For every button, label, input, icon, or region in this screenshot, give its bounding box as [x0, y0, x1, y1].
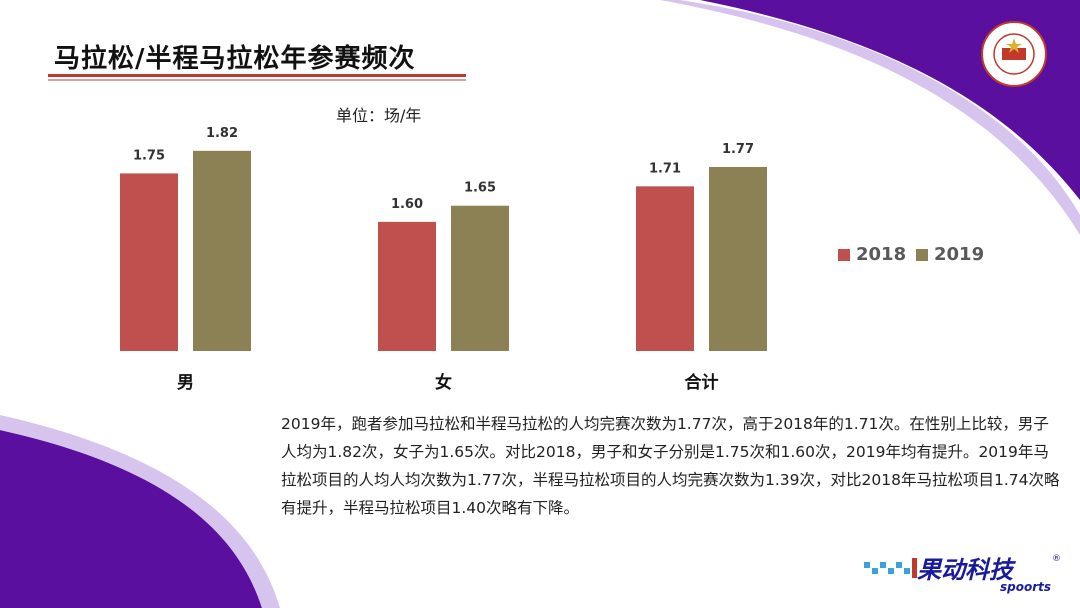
brand-logo	[864, 558, 917, 578]
legend-swatch-2019	[916, 248, 928, 261]
data-label-2018-2: 1.71	[649, 161, 681, 176]
bar-2018-1	[378, 221, 436, 351]
data-label-2019-1: 1.65	[464, 181, 496, 196]
bar-2019-0	[193, 150, 251, 351]
data-label-2019-0: 1.82	[206, 126, 238, 141]
brand-registered-mark: ®	[1052, 554, 1061, 564]
bar-2018-2	[636, 186, 694, 351]
data-label-2019-2: 1.77	[722, 142, 754, 157]
data-label-2018-1: 1.60	[391, 197, 423, 212]
summary-paragraph: 2019年，跑者参加马拉松和半程马拉松的人均完赛次数为1.77次，高于2018年…	[281, 415, 1060, 517]
title-underline	[48, 74, 466, 77]
legend-swatch-2018	[838, 248, 850, 261]
bar-2019-2	[709, 166, 767, 351]
category-label-2: 合计	[685, 372, 719, 393]
legend-label-2018: 2018	[856, 244, 907, 265]
legend-2018: 2018	[838, 244, 906, 265]
title-underline-secondary	[48, 79, 466, 81]
legend-label-2019: 2019	[934, 244, 985, 265]
chinese-athletics-association-logo	[981, 21, 1047, 87]
bar-2019-1	[451, 205, 509, 351]
unit-label: 单位：场/年	[336, 106, 422, 125]
brand-name-en: spoorts	[1000, 580, 1052, 594]
page-title: 马拉松/半程马拉松年参赛频次	[54, 44, 416, 74]
data-label-2018-0: 1.75	[133, 148, 165, 163]
category-label-0: 男	[177, 373, 194, 393]
brand-name-cn: 果动科技	[917, 556, 1013, 584]
category-label-1: 女	[435, 372, 452, 393]
legend-2019: 2019	[916, 244, 984, 265]
bar-2018-0	[120, 173, 178, 351]
